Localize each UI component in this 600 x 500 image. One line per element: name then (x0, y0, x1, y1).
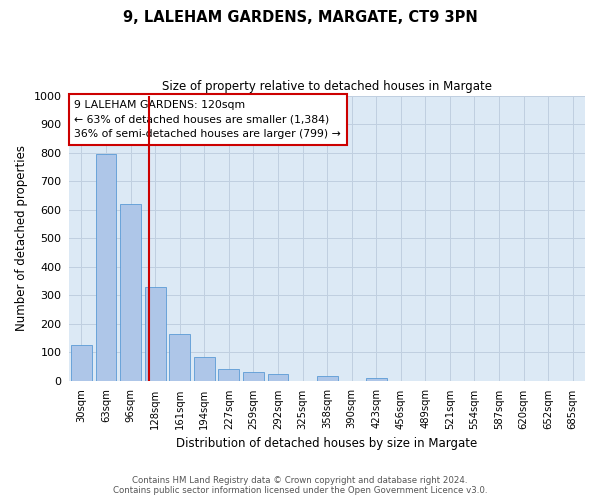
Text: Contains HM Land Registry data © Crown copyright and database right 2024.
Contai: Contains HM Land Registry data © Crown c… (113, 476, 487, 495)
Bar (243, 372, 264, 380)
Bar (95, 154, 116, 380)
Bar (268, 374, 289, 380)
Bar (194, 358, 215, 380)
Bar (71, 345, 92, 380)
Text: 9 LALEHAM GARDENS: 120sqm
← 63% of detached houses are smaller (1,384)
36% of se: 9 LALEHAM GARDENS: 120sqm ← 63% of detac… (74, 100, 341, 140)
X-axis label: Distribution of detached houses by size in Margate: Distribution of detached houses by size … (176, 437, 478, 450)
Text: 9, LALEHAM GARDENS, MARGATE, CT9 3PN: 9, LALEHAM GARDENS, MARGATE, CT9 3PN (122, 10, 478, 25)
Title: Size of property relative to detached houses in Margate: Size of property relative to detached ho… (162, 80, 492, 93)
Bar (218, 368, 239, 380)
Y-axis label: Number of detached properties: Number of detached properties (15, 145, 28, 331)
Bar (366, 378, 386, 380)
Bar (317, 376, 338, 380)
Bar (120, 204, 141, 380)
Bar (145, 286, 166, 380)
Bar (169, 334, 190, 380)
